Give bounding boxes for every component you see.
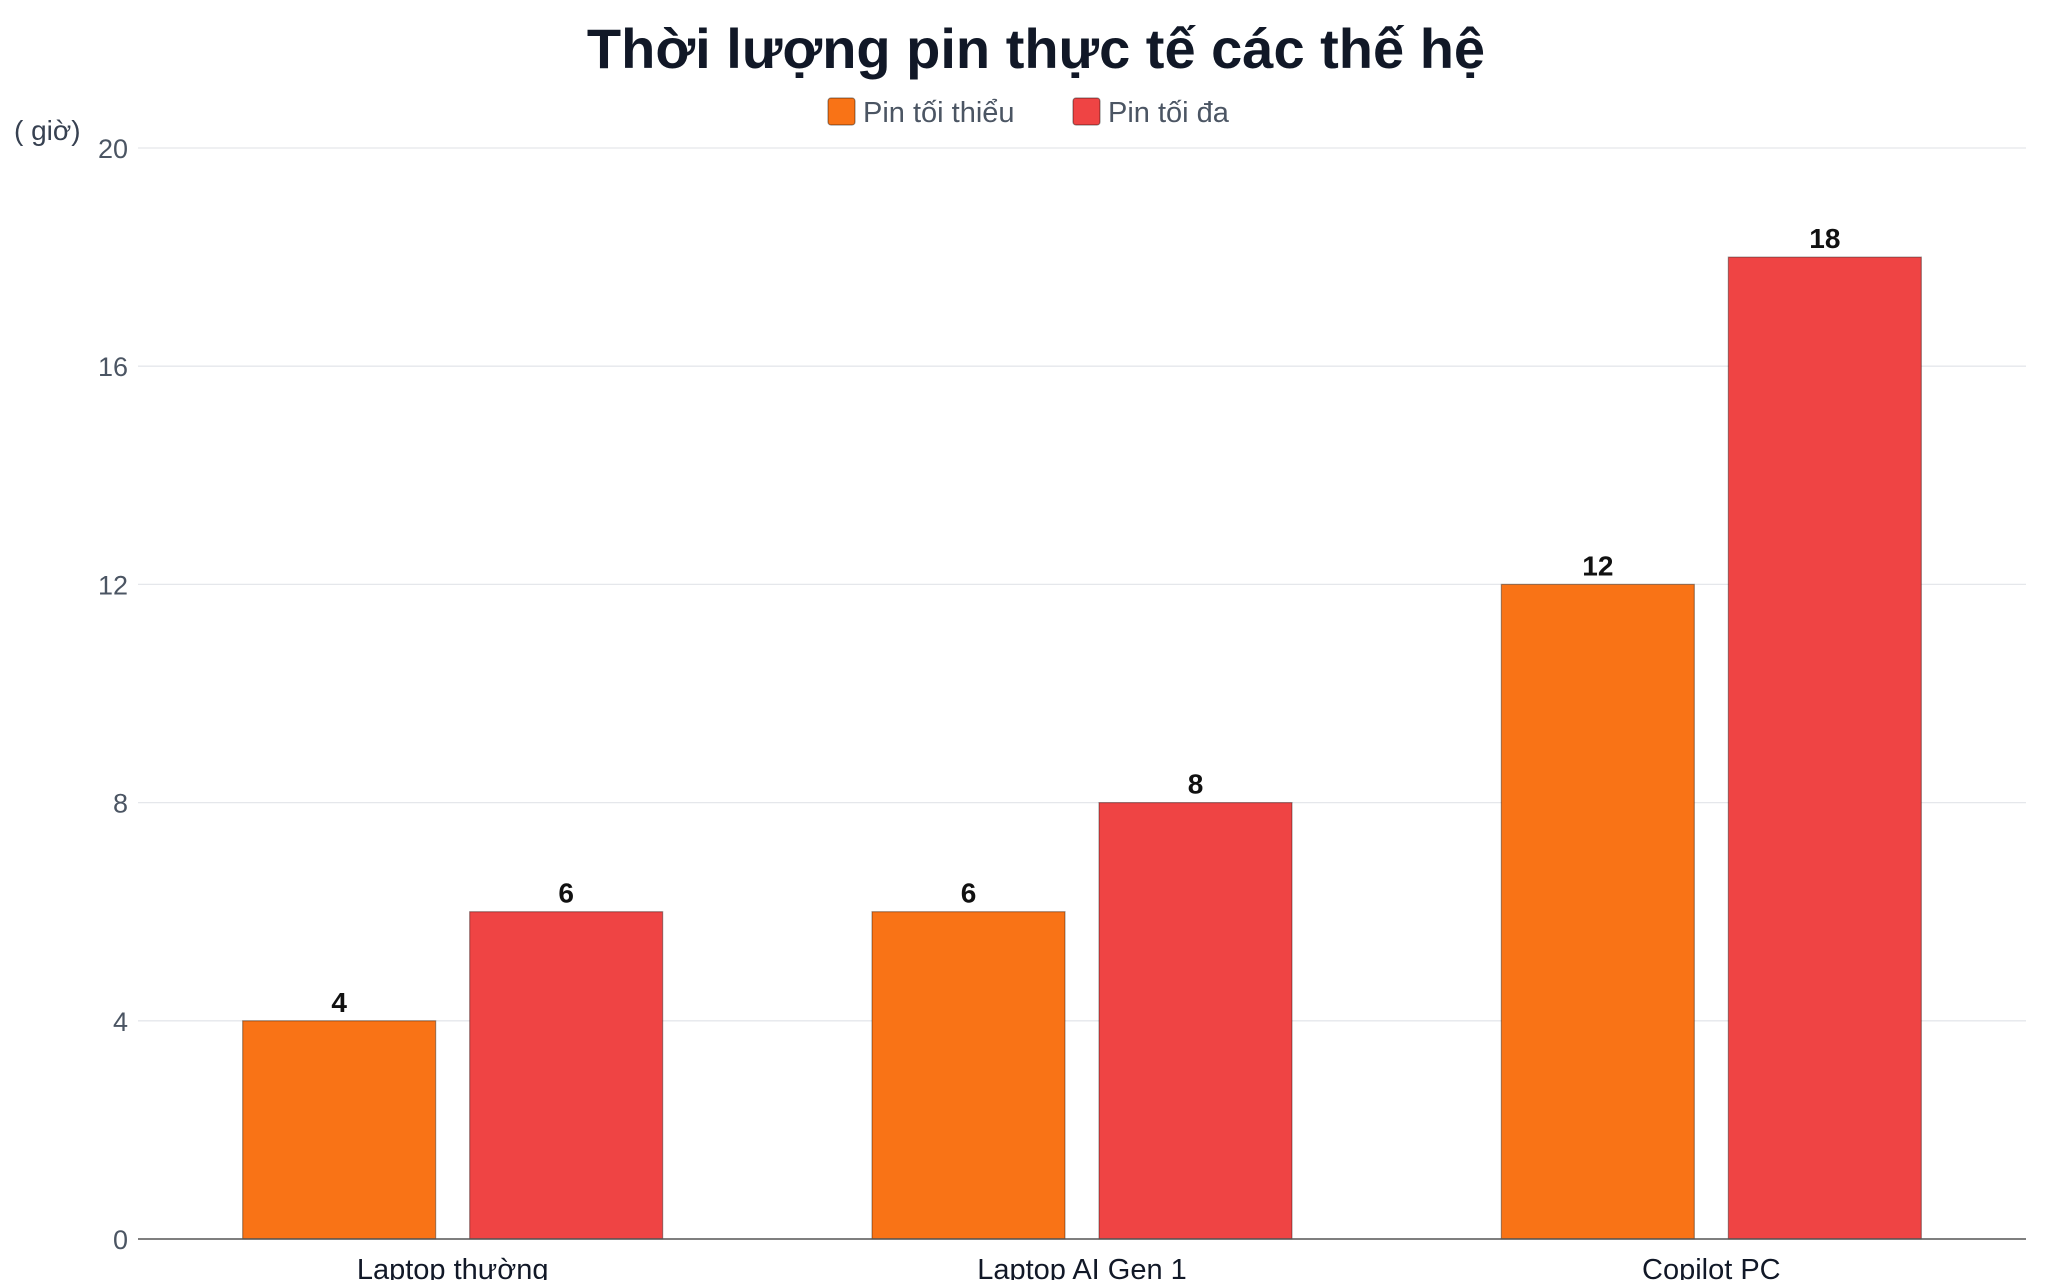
y-tick-label: 20 <box>98 134 128 164</box>
y-tick-label: 0 <box>113 1225 128 1255</box>
legend-swatch <box>827 97 856 126</box>
data-label: 6 <box>558 878 574 909</box>
y-tick-label: 16 <box>98 352 128 382</box>
bar-min-0 <box>242 1020 437 1240</box>
bar-min-1 <box>871 911 1066 1240</box>
bars <box>242 256 1922 1240</box>
gridlines <box>138 147 2026 1022</box>
data-label: 12 <box>1582 550 1613 581</box>
y-tick-label: 12 <box>98 570 128 600</box>
chart-title: Thời lượng pin thực tế các thế hệ <box>587 17 1485 80</box>
legend-swatch <box>1072 97 1101 126</box>
y-tick-label: 4 <box>113 1007 128 1037</box>
legend-label: Pin tối đa <box>1108 97 1230 129</box>
y-axis-unit-label: ( giờ) <box>14 115 81 146</box>
data-labels: 4 6 6 8 12 18 <box>331 223 1840 1018</box>
x-tick-label: Laptop AI Gen 1 <box>977 1254 1187 1280</box>
bar-max-1 <box>1098 801 1293 1240</box>
y-tick-label: 8 <box>113 789 128 819</box>
data-label: 18 <box>1809 223 1840 254</box>
legend-label: Pin tối thiểu <box>863 97 1015 129</box>
data-label: 6 <box>961 878 977 909</box>
y-axis-ticks: 0 4 8 12 16 20 <box>98 134 128 1255</box>
x-tick-label: Laptop thường <box>357 1254 549 1280</box>
x-axis-ticks: Laptop thường Laptop AI Gen 1 Copilot PC <box>357 1254 1781 1280</box>
bar-max-2 <box>1727 256 1922 1240</box>
bar-min-2 <box>1500 583 1695 1240</box>
legend: Pin tối thiểu Pin tối đa <box>827 97 1230 129</box>
data-label: 8 <box>1188 769 1204 800</box>
bar-max-0 <box>469 911 664 1240</box>
x-tick-label: Copilot PC <box>1642 1254 1781 1280</box>
data-label: 4 <box>331 987 347 1018</box>
